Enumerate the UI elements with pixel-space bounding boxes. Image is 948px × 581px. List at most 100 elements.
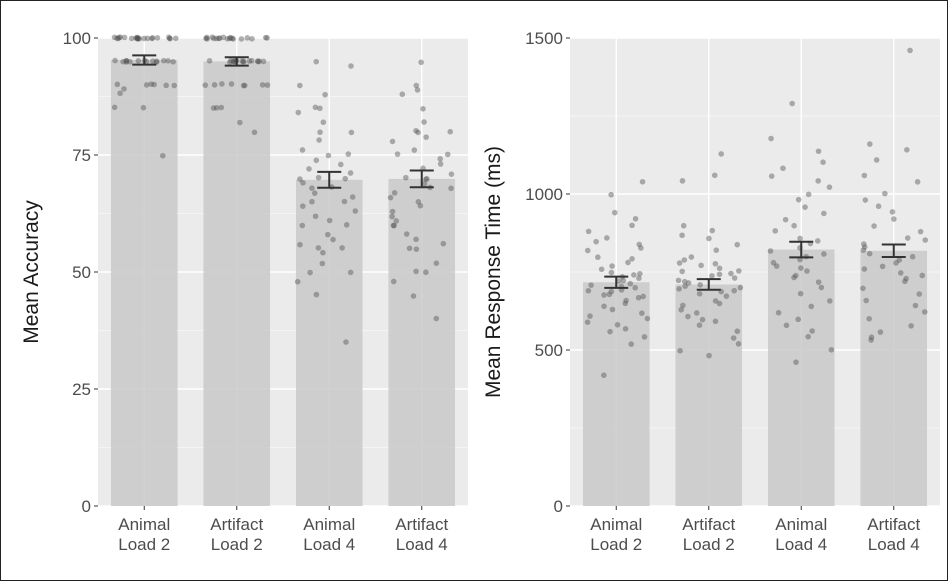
data-point: [423, 134, 429, 140]
data-point: [601, 292, 607, 298]
data-point: [718, 151, 724, 157]
y-tick-label: 50: [72, 263, 91, 282]
data-point: [349, 194, 356, 200]
data-point: [226, 35, 233, 42]
data-point: [815, 279, 822, 285]
data-point: [685, 313, 691, 320]
data-point: [144, 35, 151, 42]
data-point: [330, 236, 336, 243]
data-point: [141, 35, 147, 42]
data-point: [693, 310, 700, 316]
data-point: [679, 232, 685, 239]
data-point: [347, 170, 354, 176]
data-point: [681, 257, 688, 263]
data-point: [628, 341, 635, 347]
data-point: [134, 35, 141, 42]
data-point: [202, 82, 209, 88]
data-point: [768, 135, 774, 142]
data-point: [248, 57, 255, 64]
data-point: [347, 269, 354, 276]
data-point: [861, 172, 868, 179]
data-point: [240, 82, 247, 89]
data-point: [809, 328, 815, 334]
data-point: [706, 352, 712, 359]
data-point: [413, 246, 420, 252]
data-point: [315, 174, 322, 181]
data-point: [795, 196, 802, 203]
data-point: [903, 275, 909, 282]
data-point: [313, 291, 320, 298]
data-point: [716, 300, 723, 307]
data-point: [121, 34, 128, 41]
data-point: [136, 35, 143, 42]
data-point: [154, 35, 161, 41]
data-point: [341, 198, 348, 205]
x-tick-label: Load 2: [590, 535, 642, 554]
data-point: [447, 128, 454, 135]
data-point: [112, 57, 118, 64]
data-point: [698, 262, 704, 269]
data-point: [585, 228, 592, 235]
data-point: [135, 57, 142, 64]
data-point: [609, 306, 616, 313]
data-point: [389, 208, 396, 215]
data-point: [737, 284, 744, 291]
data-point: [163, 82, 169, 89]
data-point: [134, 35, 140, 41]
data-point: [264, 35, 270, 41]
data-point: [921, 309, 928, 315]
data-point: [916, 291, 923, 297]
data-point: [423, 176, 429, 183]
data-point: [902, 278, 908, 285]
bar: [675, 284, 743, 506]
data-point: [297, 82, 303, 89]
data-point: [423, 269, 429, 276]
data-point: [389, 138, 396, 145]
data-point: [440, 240, 447, 247]
data-point: [793, 359, 799, 365]
data-point: [685, 280, 692, 286]
data-point: [149, 35, 156, 41]
data-point: [153, 59, 160, 65]
data-point: [134, 34, 141, 41]
data-point: [805, 333, 811, 340]
data-point: [389, 213, 395, 220]
data-point: [797, 235, 803, 242]
data-point: [912, 302, 919, 309]
x-tick-label: Artifact: [682, 515, 735, 534]
data-point: [736, 268, 742, 274]
data-point: [259, 82, 266, 88]
data-point: [140, 104, 147, 111]
data-point: [151, 81, 157, 88]
data-point: [238, 36, 245, 42]
data-point: [224, 36, 231, 42]
data-point: [593, 238, 599, 245]
data-point: [866, 315, 872, 322]
data-point: [172, 35, 179, 42]
data-point: [629, 222, 635, 229]
data-point: [203, 35, 209, 42]
data-point: [862, 197, 869, 203]
data-point: [343, 339, 349, 345]
bar: [203, 61, 271, 507]
data-point: [117, 90, 123, 97]
data-point: [219, 81, 225, 87]
data-point: [791, 274, 797, 281]
data-point: [220, 34, 227, 41]
data-point: [123, 57, 130, 64]
data-point: [861, 244, 868, 250]
data-point: [632, 216, 639, 222]
data-point: [317, 105, 323, 112]
data-point: [410, 293, 417, 299]
data-point: [211, 82, 218, 88]
data-point: [791, 222, 797, 229]
data-point: [391, 190, 398, 196]
data-point: [639, 179, 646, 185]
data-point: [133, 35, 139, 41]
data-point: [394, 151, 401, 157]
data-point: [213, 35, 220, 42]
data-point: [770, 259, 777, 266]
data-point: [875, 203, 882, 210]
data-point: [866, 250, 873, 257]
